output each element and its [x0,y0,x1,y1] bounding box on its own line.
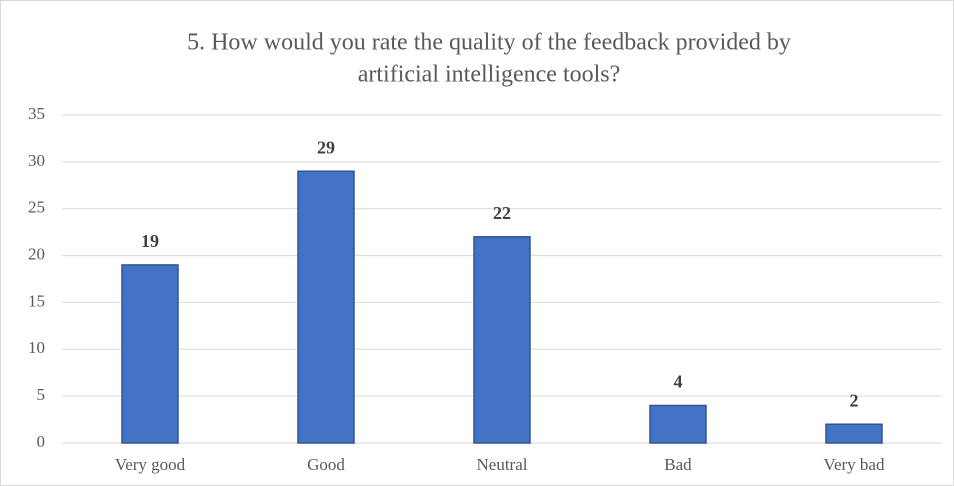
data-label: 19 [141,231,159,251]
y-tick-label: 20 [28,244,45,263]
y-tick-label: 5 [37,385,46,404]
x-tick-label: Very good [115,455,186,474]
bar [121,264,179,444]
y-tick-label: 35 [28,104,45,123]
y-tick-label: 25 [28,198,45,217]
bar [825,423,883,444]
x-tick-label: Neutral [477,455,528,474]
bar [473,236,531,444]
y-tick-label: 10 [28,338,45,357]
x-tick-label: Bad [664,455,692,474]
data-label: 2 [850,390,859,410]
y-tick-label: 15 [28,291,45,310]
y-tick-label: 0 [37,432,46,451]
chart-title: 5. How would you rate the quality of the… [187,30,791,56]
bar [297,170,355,444]
x-tick-label: Very bad [824,455,885,474]
y-tick-label: 30 [28,151,45,170]
bar [649,404,707,444]
data-label: 29 [317,137,335,157]
data-label: 22 [493,203,511,223]
chart-title: artificial intelligence tools? [358,62,621,88]
data-label: 4 [674,372,683,392]
x-tick-label: Good [307,455,345,474]
